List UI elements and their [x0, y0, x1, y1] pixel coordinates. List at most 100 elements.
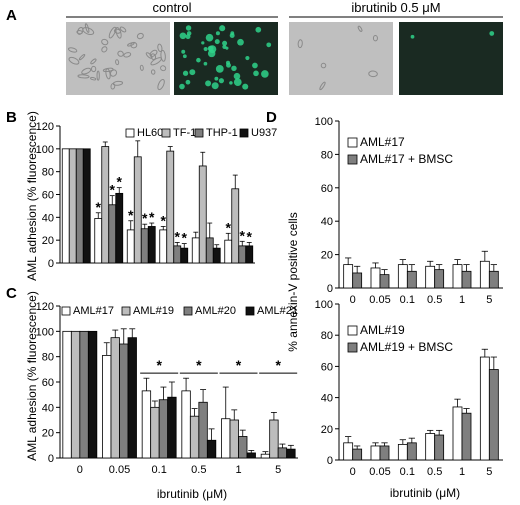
- bar: [141, 390, 152, 459]
- fluorescent-cell: [182, 54, 187, 59]
- legend-swatch: [347, 342, 358, 353]
- fluorescent-cell: [233, 72, 241, 80]
- bar: [425, 433, 436, 461]
- bar: [198, 165, 207, 264]
- significance-star: *: [175, 228, 181, 244]
- bar: [102, 354, 112, 459]
- significance-star: *: [110, 182, 116, 198]
- micrograph-bg: [289, 22, 393, 95]
- cell-outline: [105, 68, 111, 80]
- fluorescent-cell: [214, 76, 219, 81]
- bar: [79, 330, 89, 459]
- bar: [108, 204, 117, 264]
- cell-outline: [160, 49, 166, 62]
- chart-c-ylabel: AML adhesion (% fluorescence): [25, 291, 39, 461]
- bar: [488, 270, 499, 289]
- x-tick-label: 0.05: [369, 466, 390, 478]
- fluorescent-cell: [182, 70, 189, 76]
- bar: [231, 188, 240, 264]
- bar: [166, 150, 175, 264]
- bar: [452, 406, 463, 461]
- bar: [229, 419, 239, 459]
- bar: [246, 452, 256, 459]
- legend-swatch: [347, 154, 358, 165]
- bar: [94, 218, 103, 264]
- legend-swatch: [239, 128, 249, 138]
- micrograph-bg: [399, 22, 503, 95]
- cell-outline: [372, 35, 378, 42]
- bar: [167, 396, 177, 459]
- fluorescent-cell: [242, 83, 249, 90]
- cell-outline: [150, 69, 156, 75]
- legend-label: HL60: [137, 127, 163, 139]
- x-tick-label: 0.05: [109, 464, 130, 476]
- legend-swatch: [347, 137, 358, 148]
- significance-star: *: [236, 357, 242, 373]
- bar: [434, 434, 445, 461]
- significance-star: *: [240, 227, 246, 243]
- bar: [150, 406, 160, 459]
- cell-outline: [84, 23, 90, 33]
- cell-outline: [112, 80, 124, 86]
- y-tick-label: 20: [321, 424, 333, 436]
- fluorescent-cell: [201, 41, 205, 45]
- y-tick-label: 0: [327, 455, 333, 467]
- bar: [352, 272, 363, 289]
- cell-outline: [90, 76, 97, 81]
- legend-swatch: [61, 306, 71, 316]
- bar: [119, 343, 129, 459]
- y-tick-label: 100: [315, 116, 333, 128]
- bar: [158, 399, 169, 459]
- panel-label-b: B: [6, 109, 17, 126]
- y-tick-label: 40: [321, 393, 333, 405]
- y-tick-label: 0: [48, 453, 54, 465]
- x-tick-label: 1: [235, 464, 241, 476]
- fluorescent-cell: [185, 25, 192, 31]
- chart-d-top: 0 20 40 60 80 100 0 0.05 0.1 0.5 1 5 AML#17 AML#17 + …: [315, 116, 503, 306]
- cell-outline: [108, 26, 117, 39]
- fluorescent-cell: [215, 65, 224, 73]
- y-tick-label: 60: [321, 183, 333, 195]
- legend-swatch: [161, 128, 171, 138]
- ibrutinib-brightfield-image: [289, 22, 393, 95]
- significance-star: *: [128, 207, 134, 223]
- fluorescent-cell: [489, 31, 495, 36]
- cell-outline: [101, 46, 108, 53]
- legend-label: AML#17 + BMSC: [360, 152, 453, 166]
- bar: [127, 337, 137, 459]
- fluorescent-cell: [179, 83, 185, 90]
- cell-outline: [101, 38, 109, 46]
- bar: [277, 447, 288, 459]
- bar: [370, 267, 381, 289]
- bar: [62, 330, 72, 459]
- y-tick-label: 80: [321, 149, 333, 161]
- fluorescent-cell: [218, 78, 224, 84]
- x-tick-label: 0.5: [427, 294, 442, 306]
- bar: [212, 247, 221, 264]
- fluorescent-cell: [233, 78, 242, 86]
- y-tick-label: 0: [327, 283, 333, 295]
- legend-label: AML#20: [195, 305, 236, 317]
- bar: [224, 239, 233, 264]
- legend-swatch: [125, 128, 135, 138]
- bar: [479, 260, 490, 289]
- legend-label: TF-1: [173, 127, 196, 139]
- fluorescent-cell: [253, 70, 259, 77]
- chart-c: 0 20 40 60 80 100 120 0 0.05 0.1 0.5 1 5 * * * * AML#17 AM…: [36, 301, 298, 476]
- bar: [110, 337, 120, 459]
- cell-outline: [157, 43, 163, 53]
- legend-label: AML#21: [257, 305, 298, 317]
- bar: [488, 369, 499, 461]
- x-tick-label: 0.1: [400, 294, 415, 306]
- significance-star: *: [142, 210, 148, 226]
- bar: [238, 245, 247, 264]
- significance-star: *: [182, 230, 188, 246]
- bar: [189, 415, 200, 459]
- y-tick-label: 100: [36, 326, 54, 338]
- bar: [245, 245, 254, 264]
- significance-star: *: [226, 219, 232, 235]
- x-tick-label: 1: [459, 466, 465, 478]
- chart-d-ylabel: % annexin-V positive cells: [286, 212, 300, 351]
- chart-c-xlabel: ibrutinib (μM): [157, 487, 227, 501]
- y-tick-label: 40: [42, 402, 54, 414]
